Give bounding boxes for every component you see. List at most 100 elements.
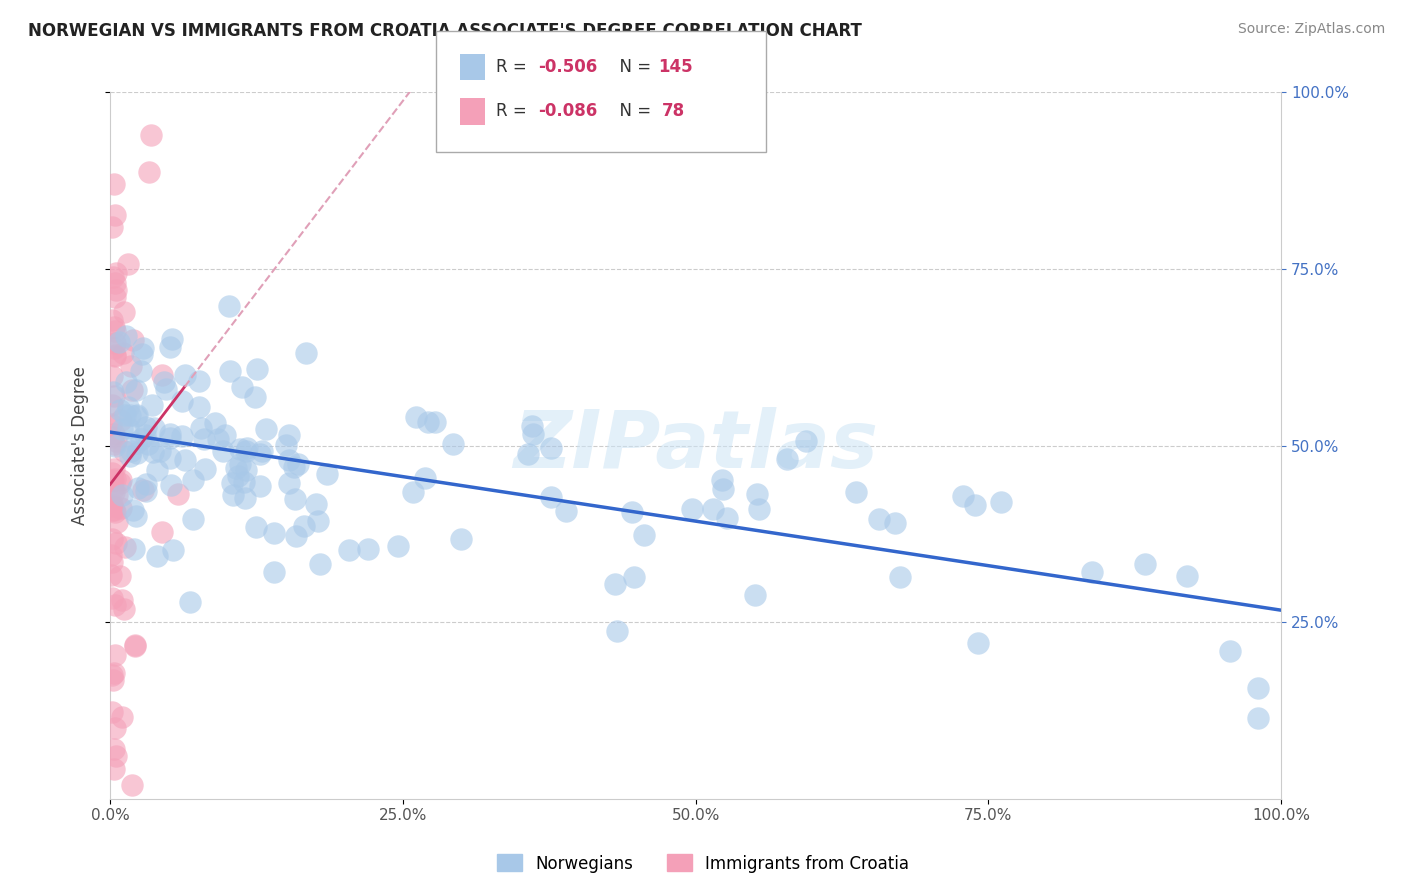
Point: [114, 541, 136, 555]
Point: [117, 400, 139, 414]
Point: [337, 543, 360, 558]
Point: [135, 483, 157, 498]
Point: [132, 341, 155, 355]
Point: [134, 428, 156, 442]
Text: 78: 78: [662, 103, 685, 120]
Point: [152, 368, 174, 383]
Point: [101, 313, 124, 327]
Point: [149, 443, 172, 458]
Text: R =: R =: [496, 58, 533, 76]
Point: [101, 368, 124, 383]
Point: [103, 426, 125, 441]
Point: [287, 457, 309, 471]
Point: [633, 528, 655, 542]
Point: [990, 495, 1012, 509]
Point: [172, 429, 194, 443]
Point: [100, 500, 122, 514]
Point: [776, 451, 799, 466]
Point: [283, 460, 305, 475]
Point: [884, 516, 907, 530]
Point: [125, 446, 148, 460]
Point: [146, 463, 169, 477]
Point: [114, 408, 136, 422]
Point: [104, 721, 127, 735]
Point: [235, 444, 257, 458]
Point: [603, 576, 626, 591]
Point: [744, 588, 766, 602]
Point: [105, 488, 128, 502]
Point: [104, 324, 127, 338]
Point: [101, 673, 124, 687]
Text: NORWEGIAN VS IMMIGRANTS FROM CROATIA ASSOCIATE'S DEGREE CORRELATION CHART: NORWEGIAN VS IMMIGRANTS FROM CROATIA ASS…: [28, 22, 862, 40]
Point: [1081, 565, 1104, 579]
Point: [235, 441, 257, 455]
Point: [246, 362, 269, 376]
Point: [125, 436, 148, 450]
Point: [120, 444, 142, 458]
Point: [108, 403, 131, 417]
Point: [110, 413, 132, 427]
Point: [516, 446, 538, 460]
Point: [292, 518, 315, 533]
Point: [125, 409, 148, 423]
Point: [229, 457, 252, 471]
Point: [450, 532, 472, 546]
Point: [104, 749, 127, 764]
Point: [118, 408, 141, 422]
Point: [122, 542, 145, 557]
Point: [190, 421, 212, 435]
Point: [952, 489, 974, 503]
Point: [233, 491, 256, 505]
Point: [711, 483, 734, 497]
Point: [219, 364, 242, 378]
Point: [101, 269, 124, 284]
Point: [278, 475, 301, 490]
Point: [418, 415, 440, 429]
Point: [401, 485, 423, 500]
Point: [160, 332, 183, 346]
Point: [747, 487, 769, 501]
Point: [129, 364, 152, 378]
Point: [136, 437, 159, 451]
Point: [1247, 711, 1270, 725]
Point: [100, 474, 122, 488]
Point: [101, 705, 124, 719]
Point: [174, 368, 197, 382]
Point: [127, 481, 149, 495]
Legend: Norwegians, Immigrants from Croatia: Norwegians, Immigrants from Croatia: [491, 847, 915, 880]
Point: [295, 346, 318, 360]
Point: [104, 348, 127, 362]
Point: [135, 419, 157, 434]
Point: [711, 473, 734, 487]
Point: [100, 417, 122, 431]
Point: [104, 598, 127, 612]
Point: [188, 400, 211, 414]
Point: [112, 602, 135, 616]
Point: [104, 440, 127, 454]
Point: [193, 432, 215, 446]
Point: [104, 505, 127, 519]
Point: [249, 479, 271, 493]
Point: [207, 432, 229, 446]
Point: [124, 638, 146, 652]
Point: [228, 469, 250, 483]
Point: [103, 503, 125, 517]
Point: [214, 428, 236, 442]
Point: [125, 509, 148, 524]
Point: [110, 473, 132, 487]
Point: [415, 471, 437, 485]
Point: [232, 475, 254, 489]
Point: [121, 383, 143, 397]
Point: [111, 592, 134, 607]
Point: [150, 525, 173, 540]
Point: [155, 383, 177, 397]
Point: [111, 488, 134, 502]
Point: [100, 549, 122, 563]
Point: [225, 460, 247, 475]
Point: [104, 349, 127, 363]
Point: [716, 511, 738, 525]
Point: [249, 447, 271, 461]
Point: [132, 483, 155, 497]
Point: [278, 453, 301, 467]
Point: [111, 710, 134, 724]
